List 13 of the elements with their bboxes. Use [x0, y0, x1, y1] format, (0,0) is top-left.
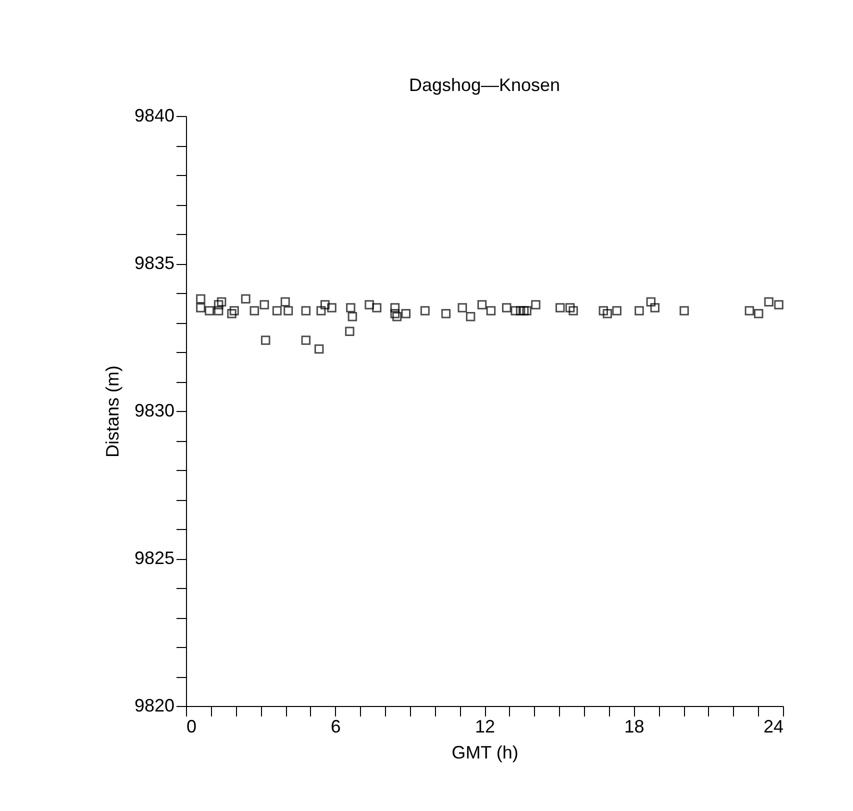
- y-axis-title: Distans (m): [102, 365, 122, 458]
- y-tick-label: 9830: [134, 400, 174, 420]
- x-tick-label: 18: [624, 716, 644, 736]
- x-tick-label: 24: [763, 716, 784, 736]
- x-tick-label: 0: [186, 716, 197, 736]
- x-tick-label: 12: [474, 716, 496, 736]
- y-tick-label: 9840: [134, 106, 174, 126]
- x-axis-title: GMT (h): [452, 742, 518, 762]
- x-tick-label: 6: [330, 716, 341, 736]
- y-tick-label: 9825: [134, 548, 174, 568]
- y-tick-label: 9835: [134, 253, 174, 273]
- y-tick-label: 9820: [134, 696, 174, 716]
- chart-title: Dagshog—Knosen: [408, 75, 560, 95]
